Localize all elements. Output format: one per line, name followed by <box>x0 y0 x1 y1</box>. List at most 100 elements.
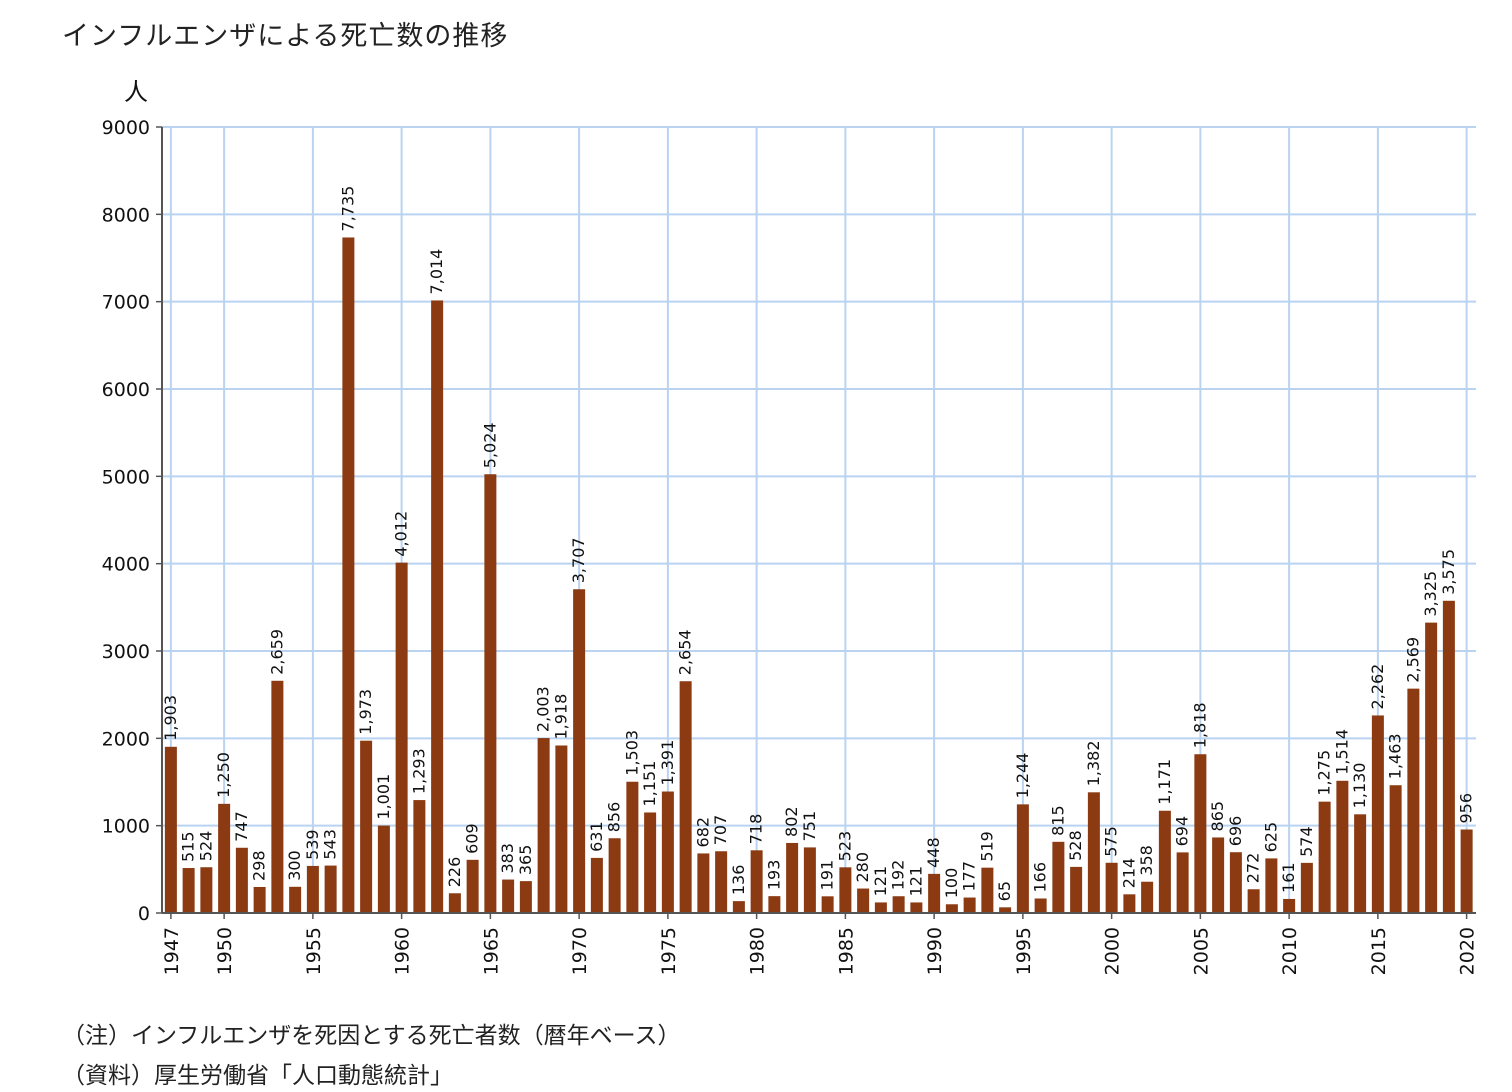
bar-value-label: 1,130 <box>1350 763 1369 809</box>
bar-value-label: 365 <box>516 845 535 876</box>
x-tick-label: 2015 <box>1368 927 1390 975</box>
bar <box>1318 801 1331 913</box>
bar-value-label: 1,244 <box>1013 753 1032 799</box>
y-axis: 0 1000 2000 3000 4000 5000 6000 7000 8000 9000 <box>102 117 163 925</box>
bar-value-label: 177 <box>960 861 979 892</box>
y-tick-label: 2000 <box>102 728 150 750</box>
bar-value-label: 625 <box>1261 822 1280 853</box>
bar-value-label: 696 <box>1226 816 1245 847</box>
x-tick-label: 1985 <box>835 927 857 975</box>
x-tick-label: 1950 <box>214 927 236 975</box>
bar-value-label: 193 <box>764 860 783 891</box>
bar-value-label: 192 <box>889 860 908 891</box>
x-tick-label: 1955 <box>303 927 325 975</box>
bar <box>1247 889 1260 913</box>
y-tick-label: 7000 <box>102 292 150 314</box>
bar <box>502 879 515 913</box>
bar-value-label: 1,275 <box>1315 750 1334 796</box>
bar <box>466 859 479 913</box>
bar <box>1123 894 1136 913</box>
bar <box>289 886 302 913</box>
bar-value-label: 3,325 <box>1421 571 1440 617</box>
bar <box>1016 804 1029 913</box>
bar <box>1371 715 1384 913</box>
bar-value-label: 1,903 <box>161 695 180 741</box>
bar <box>448 893 461 913</box>
bar-value-label: 865 <box>1208 801 1227 832</box>
bar <box>1105 862 1118 913</box>
bar <box>1158 810 1171 913</box>
bar <box>1194 754 1207 913</box>
bar-value-label: 2,003 <box>534 686 553 732</box>
x-tick-label: 2005 <box>1190 927 1212 975</box>
bar <box>821 896 834 913</box>
bar-value-label: 631 <box>587 821 606 852</box>
bar-value-label: 1,382 <box>1084 740 1103 786</box>
x-tick-label: 1960 <box>392 927 414 975</box>
bar-value-label: 524 <box>196 831 215 862</box>
bar <box>306 865 319 913</box>
bar-value-label: 747 <box>232 811 251 842</box>
bar-value-label: 4,012 <box>392 511 411 557</box>
bar-value-label: 1,250 <box>214 752 233 798</box>
bar-value-label: 1,151 <box>640 761 659 807</box>
bar-value-label: 121 <box>906 866 925 897</box>
y-tick-label: 8000 <box>102 204 150 226</box>
grid-lines <box>162 126 1476 913</box>
bar-value-label: 383 <box>498 843 517 874</box>
bar <box>413 800 426 913</box>
bar <box>697 853 710 913</box>
bar <box>1176 852 1189 913</box>
bar <box>679 681 692 913</box>
bar-value-label: 682 <box>693 817 712 848</box>
bar-value-label: 528 <box>1066 830 1085 861</box>
bar-value-label: 280 <box>853 852 872 883</box>
bar <box>1212 837 1225 913</box>
bar <box>271 680 284 913</box>
bar <box>1265 858 1278 913</box>
bar-value-label: 1,391 <box>658 740 677 786</box>
bar <box>1389 785 1402 913</box>
bar <box>590 857 603 913</box>
bar <box>484 474 497 913</box>
x-tick-label: 1970 <box>569 927 591 975</box>
source-note: （資料）厚生労働省「人口動態統計」 <box>62 1063 453 1089</box>
bar <box>324 865 337 913</box>
bar-value-label: 7,735 <box>338 186 357 232</box>
bar <box>892 896 905 913</box>
bar <box>235 847 248 913</box>
bar <box>1354 814 1367 913</box>
bar-value-label: 166 <box>1031 862 1050 893</box>
bar <box>253 886 266 913</box>
bar-value-label: 1,171 <box>1155 759 1174 805</box>
bar-value-label: 1,463 <box>1386 733 1405 779</box>
bar <box>644 812 657 913</box>
y-tick-label: 9000 <box>102 117 150 139</box>
bar-value-label: 2,654 <box>676 629 695 675</box>
bar <box>839 867 852 913</box>
bar <box>555 745 568 913</box>
bar <box>910 902 923 913</box>
bar <box>1229 852 1242 913</box>
x-tick-label: 1980 <box>747 927 769 975</box>
bar <box>1460 829 1473 913</box>
y-tick-label: 5000 <box>102 466 150 488</box>
bar-value-label: 2,569 <box>1403 637 1422 683</box>
bar-value-label: 136 <box>729 865 748 896</box>
bar-value-label: 3,575 <box>1439 549 1458 595</box>
bar <box>857 888 870 913</box>
x-tick-label: 2010 <box>1279 927 1301 975</box>
bar-value-label: 539 <box>303 829 322 860</box>
bar-value-label: 609 <box>463 823 482 854</box>
bar <box>1442 600 1455 913</box>
bar <box>1407 688 1420 913</box>
x-tick-label: 1990 <box>924 927 946 975</box>
bar-value-label: 161 <box>1279 862 1298 893</box>
x-tick-label: 1975 <box>658 927 680 975</box>
bar <box>573 589 586 913</box>
bar <box>200 867 213 913</box>
bar <box>537 738 550 913</box>
bar <box>803 847 816 913</box>
bar-value-label: 519 <box>977 831 996 862</box>
